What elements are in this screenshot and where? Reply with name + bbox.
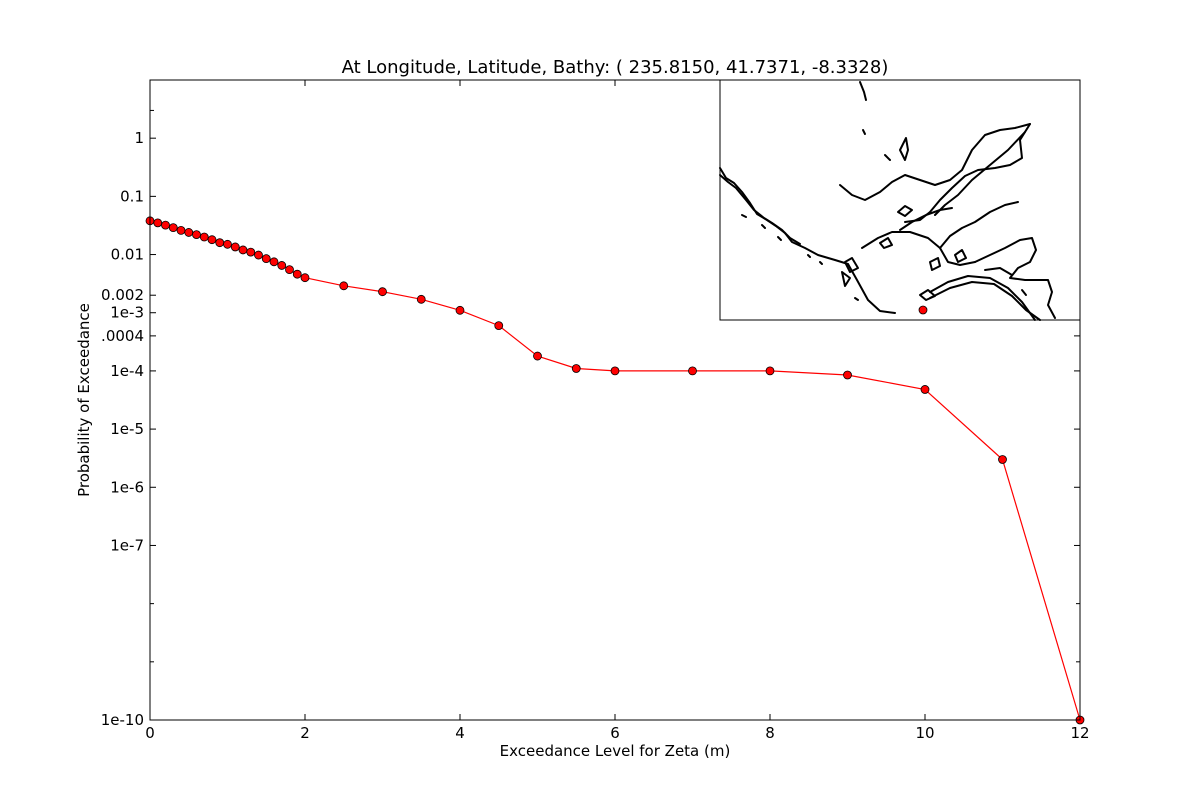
coastline bbox=[719, 81, 1056, 321]
data-point bbox=[688, 366, 697, 376]
x-tick-label: 0 bbox=[145, 724, 155, 742]
data-point bbox=[765, 366, 775, 376]
inset-map bbox=[719, 79, 1081, 321]
data-point bbox=[998, 455, 1007, 464]
x-tick-label: 4 bbox=[455, 724, 465, 742]
data-point bbox=[571, 364, 581, 373]
data-point bbox=[176, 226, 186, 235]
y-tick-label: 1e-3 bbox=[110, 304, 144, 322]
data-point bbox=[238, 245, 248, 255]
data-point bbox=[494, 321, 504, 331]
x-tick-label: 10 bbox=[915, 724, 934, 742]
inset-map-frame bbox=[719, 79, 1081, 321]
data-point bbox=[153, 218, 163, 228]
y-tick-label: 1e-6 bbox=[110, 478, 144, 496]
data-point bbox=[184, 228, 194, 237]
data-point bbox=[161, 220, 170, 230]
data-point bbox=[230, 242, 240, 252]
y-tick-label: .0004 bbox=[101, 327, 144, 345]
y-tick-label: 1e-4 bbox=[110, 362, 144, 380]
data-point bbox=[416, 294, 426, 304]
data-point bbox=[277, 261, 287, 270]
data-point bbox=[843, 370, 852, 380]
y-tick-label: 0.01 bbox=[111, 246, 144, 264]
data-point bbox=[192, 230, 201, 240]
x-tick-label: 6 bbox=[610, 724, 620, 742]
y-tick-label: 0.1 bbox=[120, 187, 144, 205]
data-point bbox=[261, 254, 271, 264]
y-tick-label: 1 bbox=[134, 129, 144, 147]
data-point bbox=[254, 250, 263, 260]
data-point bbox=[223, 239, 232, 249]
series-layer bbox=[145, 216, 1085, 725]
data-point bbox=[246, 247, 256, 257]
x-tick-label: 8 bbox=[765, 724, 775, 742]
y-tick-label: 1e-7 bbox=[110, 536, 144, 554]
location-marker bbox=[918, 305, 928, 315]
data-point bbox=[300, 273, 310, 283]
y-tick-label: 1e-10 bbox=[101, 711, 144, 729]
x-tick-label: 2 bbox=[300, 724, 310, 742]
data-point bbox=[285, 265, 294, 275]
y-tick-label: 0.002 bbox=[101, 286, 144, 304]
data-point bbox=[269, 257, 279, 267]
data-point bbox=[168, 223, 178, 233]
y-tick-label: 1e-5 bbox=[110, 420, 144, 438]
data-point bbox=[920, 385, 930, 394]
data-point bbox=[207, 235, 217, 245]
chart-title: At Longitude, Latitude, Bathy: ( 235.815… bbox=[342, 57, 889, 78]
data-point bbox=[199, 232, 209, 242]
x-axis-label: Exceedance Level for Zeta (m) bbox=[500, 742, 731, 760]
data-point bbox=[378, 287, 387, 297]
data-point bbox=[215, 238, 225, 248]
y-axis-label: Probability of Exceedance bbox=[75, 303, 93, 497]
x-tick-label: 12 bbox=[1070, 724, 1089, 742]
data-point bbox=[533, 351, 542, 361]
data-point bbox=[455, 305, 465, 315]
data-point bbox=[339, 281, 349, 291]
data-point bbox=[610, 366, 620, 376]
data-point bbox=[292, 269, 302, 279]
